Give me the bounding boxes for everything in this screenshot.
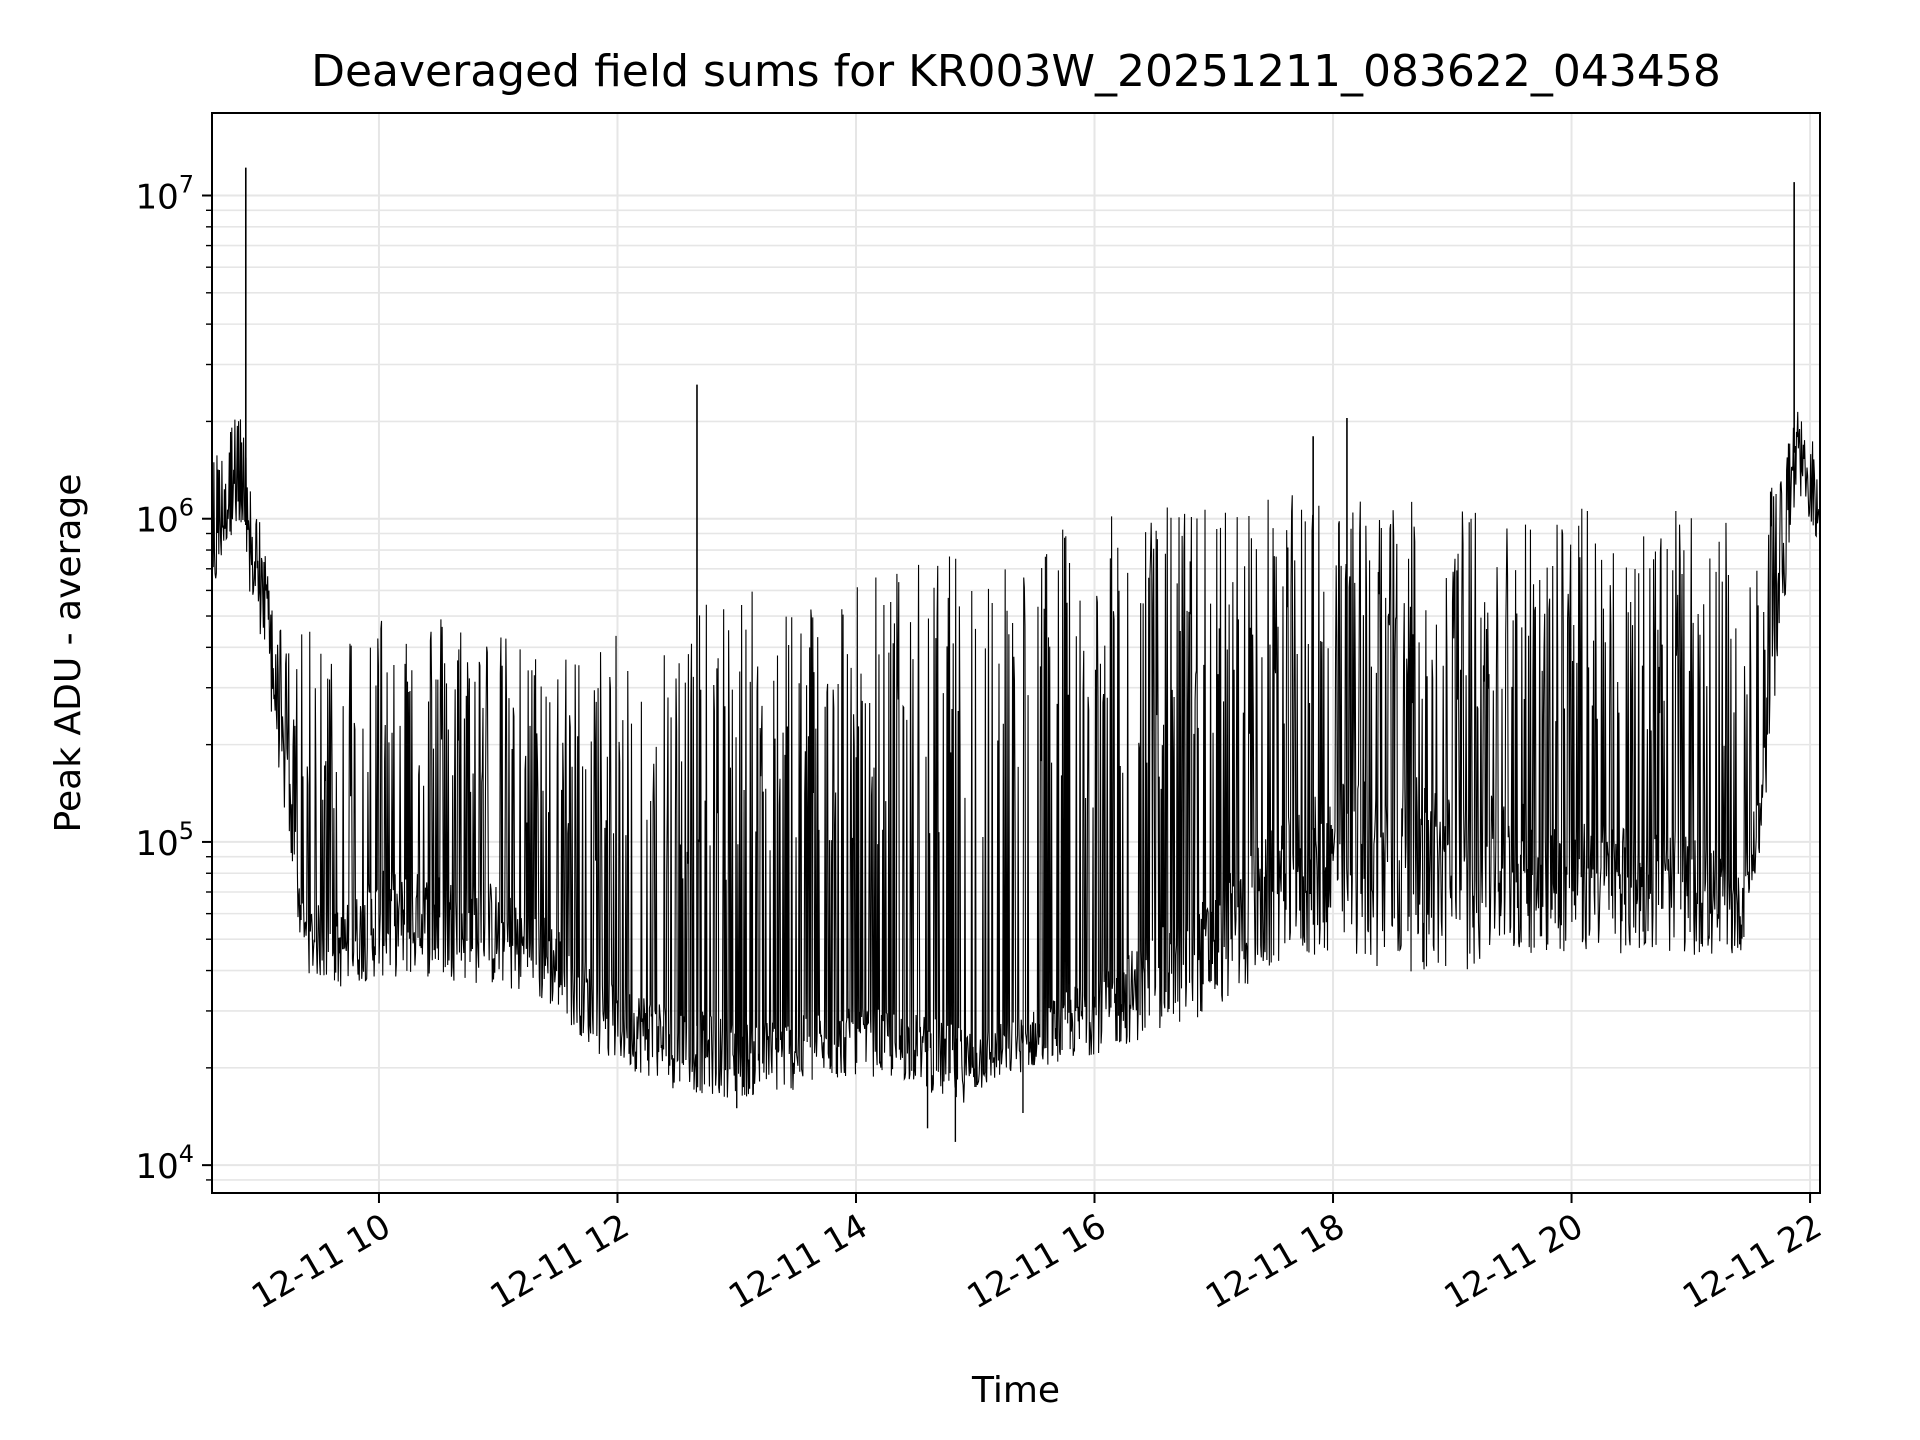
x-tick-label: 12-11 14 <box>722 1206 874 1317</box>
y-axis: 104 105 106 107 <box>135 171 212 1187</box>
x-tick-label: 12-11 12 <box>484 1206 636 1317</box>
x-tick-label: 12-11 16 <box>961 1206 1113 1317</box>
x-axis: 12-11 10 12-11 12 12-11 14 12-11 16 12-11 18… <box>245 1193 1829 1317</box>
y-tick-label: 107 <box>135 171 194 218</box>
y-tick-label: 105 <box>135 817 194 864</box>
x-tick-label: 12-11 18 <box>1199 1206 1351 1317</box>
x-tick-label: 12-11 10 <box>245 1206 397 1317</box>
x-tick-label: 12-11 20 <box>1438 1206 1590 1317</box>
x-axis-label: Time <box>971 1370 1060 1411</box>
y-axis-label: Peak ADU - average <box>48 474 89 833</box>
series-line <box>212 411 1820 1103</box>
series <box>212 167 1820 1142</box>
y-tick-label: 106 <box>135 494 194 541</box>
x-tick-label: 12-11 22 <box>1676 1206 1828 1317</box>
plot-frame <box>211 112 1821 1194</box>
chart-title: Deaveraged field sums for KR003W_2025121… <box>311 46 1721 97</box>
y-tick-label: 104 <box>135 1140 194 1187</box>
